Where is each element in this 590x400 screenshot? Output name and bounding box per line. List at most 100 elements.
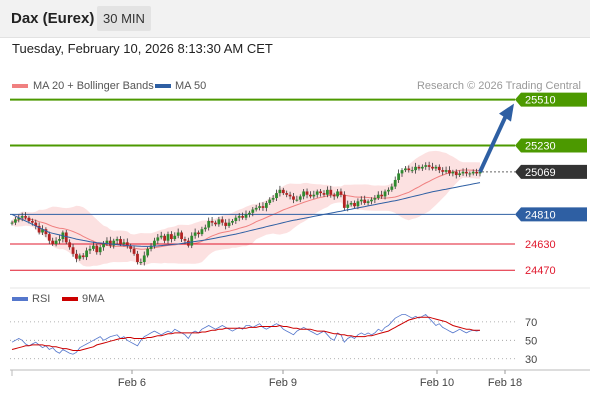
research-credit: Research © 2026 Trading Central (416, 80, 581, 92)
candle-body (47, 234, 51, 241)
rsi-legend-swatch (12, 297, 28, 301)
candle-body (169, 234, 173, 240)
candle-body (247, 212, 251, 215)
candle-body (349, 202, 353, 205)
level-label-24810: 24810 (525, 209, 556, 221)
candle-body (407, 168, 411, 171)
candle-body (224, 222, 228, 226)
period-badge[interactable]: 30 MIN (97, 6, 151, 31)
candle-body (295, 199, 299, 201)
candle-body (241, 216, 245, 218)
candle-body (105, 240, 109, 244)
ma50-legend-swatch (155, 84, 171, 88)
candle-body (200, 229, 204, 235)
candle-body (108, 240, 112, 246)
candle-body (312, 194, 316, 197)
candle-body (186, 240, 190, 246)
candle-body (237, 216, 241, 218)
candle-body (258, 206, 261, 208)
candle-body (448, 170, 451, 174)
level-tag-25230 (515, 138, 587, 153)
candle-body (376, 194, 380, 199)
candle-body (285, 193, 289, 195)
candle-body (122, 242, 126, 244)
candle-body (424, 165, 428, 167)
candle-body (427, 165, 431, 167)
legend-rsi: RSI (32, 293, 51, 305)
candle-body (58, 239, 61, 241)
candle-body (153, 240, 156, 246)
candle-body (275, 193, 278, 199)
level-label-25069: 25069 (525, 167, 556, 179)
candle-body (156, 237, 160, 241)
candle-body (393, 179, 397, 187)
candle-body (190, 235, 194, 246)
candle-body (363, 199, 367, 203)
candle-body (325, 189, 329, 195)
level-label-25510: 25510 (525, 95, 556, 107)
candle-body (468, 173, 472, 175)
candle-body (95, 245, 99, 253)
candle-body (342, 194, 346, 208)
candle-body (71, 247, 75, 254)
candle-body (387, 189, 390, 192)
candle-body (193, 232, 197, 236)
candle-body (234, 217, 238, 221)
candle-body (197, 232, 200, 235)
candle-body (315, 191, 319, 195)
candle-body (20, 216, 24, 218)
candle-body (132, 248, 136, 254)
candle-body (227, 222, 231, 226)
level-tag-25069 (515, 164, 587, 179)
candle-body (475, 171, 479, 174)
rsi-tick-70: 70 (525, 317, 537, 329)
candle-body (210, 221, 214, 223)
candle-body (268, 199, 272, 203)
candle-body (254, 207, 258, 210)
instrument-title: Dax (Eurex) (11, 10, 95, 27)
candle-body (383, 191, 387, 197)
forecast-arrow-head (499, 103, 514, 122)
candle-body (322, 193, 326, 195)
candle-body (44, 229, 48, 235)
candle-body (380, 194, 384, 197)
candle-body (373, 198, 377, 200)
candle-body (27, 217, 31, 221)
candle-body (397, 173, 401, 180)
candle-body (329, 189, 333, 195)
level-tag-25510 (515, 92, 587, 107)
candle-body (431, 166, 434, 169)
candle-body (281, 189, 285, 194)
candle-body (400, 170, 404, 174)
candle-body (353, 202, 356, 207)
candle-body (434, 166, 438, 169)
candle-body (115, 239, 119, 241)
x-label-feb-18: Feb 18 (488, 377, 522, 389)
candle-body (102, 243, 105, 248)
level-label-25230: 25230 (525, 141, 556, 153)
candle-body (78, 255, 82, 259)
candle-body (370, 199, 373, 202)
legend-9ma: 9MA (82, 293, 105, 305)
candle-body (68, 242, 72, 248)
candle-body (125, 242, 129, 246)
candle-body (10, 222, 14, 224)
level-label-24630: 24630 (525, 239, 556, 251)
candle-body (359, 199, 363, 202)
candle-body (112, 240, 116, 246)
candle-body (305, 191, 309, 195)
candle-body (163, 235, 167, 241)
ma20-line (11, 169, 480, 250)
candle-body (142, 255, 146, 263)
x-label-feb-9: Feb 9 (269, 377, 297, 389)
rsi-tick-30: 30 (525, 354, 537, 366)
candle-body (437, 166, 441, 171)
candle-body (244, 214, 248, 218)
forecast-arrow-shaft (478, 114, 508, 173)
candle-body (136, 253, 139, 263)
candle-body (271, 198, 275, 200)
candle-body (319, 191, 323, 194)
candle-body (173, 235, 177, 240)
candle-body (451, 171, 455, 174)
candle-body (339, 191, 343, 195)
